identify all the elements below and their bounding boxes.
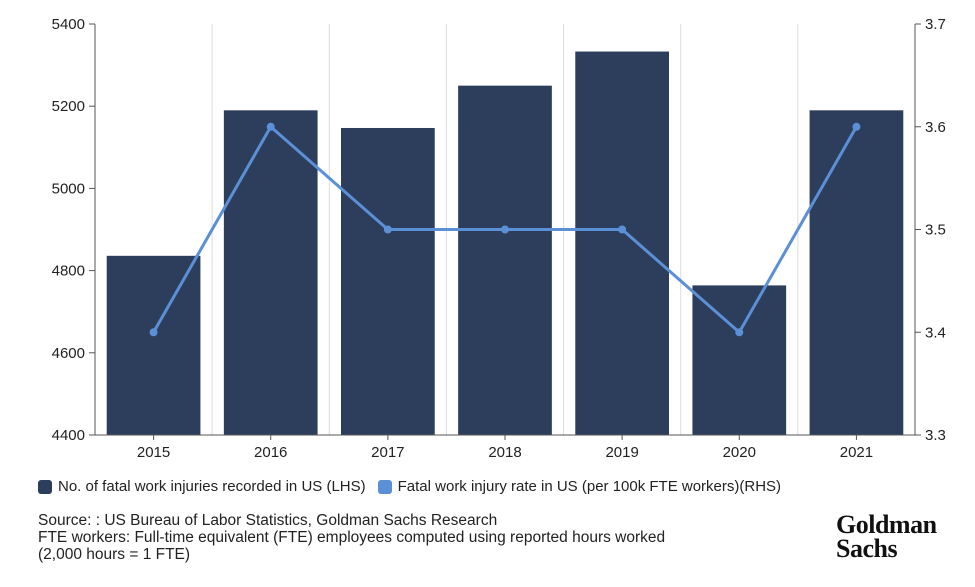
y-right-tick-labels: 3.3 3.4 3.5 3.6 3.7 (925, 16, 946, 444)
y-right-tick-label: 3.7 (925, 16, 946, 33)
rate-point-2016 (266, 122, 275, 131)
x-tick-label-2015: 2015 (137, 444, 170, 461)
x-tick-label-2019: 2019 (605, 444, 638, 461)
rate-point-2019 (618, 225, 627, 234)
y-left-tick-label: 5200 (52, 98, 85, 115)
goldman-sachs-logo: Goldman Sachs (836, 510, 948, 563)
x-tick-label-2021: 2021 (840, 444, 873, 461)
bar-2021 (809, 110, 904, 435)
x-tick-label-2018: 2018 (488, 444, 521, 461)
bar-2015 (106, 255, 201, 435)
y-left-tick-label: 5000 (52, 180, 85, 197)
legend-swatch-bars (38, 479, 52, 494)
rate-point-2017 (383, 225, 392, 234)
legend-item-bars: No. of fatal work injuries recorded in U… (38, 478, 366, 495)
rate-point-2021 (852, 122, 861, 131)
bar-2018 (458, 85, 552, 436)
chart: 4400 4600 4800 5000 5200 5400 3.3 3.4 3.5 3.6 3.7… (52, 16, 946, 461)
x-tick-label-2020: 2020 (723, 444, 756, 461)
bar-2016 (223, 110, 318, 435)
footnotes: Source: : US Bureau of Labor Statistics,… (38, 512, 665, 563)
legend-item-line: Fatal work injury rate in US (per 100k F… (377, 478, 782, 495)
y-right-tick-label: 3.4 (925, 324, 946, 341)
bar-2019 (575, 51, 669, 436)
y-left-tick-label: 4600 (52, 345, 85, 362)
bar-2020 (692, 285, 787, 435)
rate-point-2018 (501, 225, 509, 234)
logo-line2: Sachs (836, 534, 898, 563)
rate-point-2020 (735, 328, 744, 337)
legend: No. of fatal work injuries recorded in U… (38, 478, 781, 495)
x-tick-labels: 2015 2016 2017 2018 2019 2020 2021 (137, 444, 873, 461)
x-tick-label-2016: 2016 (254, 444, 287, 461)
fte-note-line2: (2,000 hours = 1 FTE) (38, 546, 191, 563)
y-right-tick-label: 3.5 (925, 222, 946, 239)
line-series (149, 122, 861, 337)
y-left-tick-label: 4800 (52, 263, 85, 280)
source-note: Source: : US Bureau of Labor Statistics,… (38, 512, 498, 529)
legend-label-bars: No. of fatal work injuries recorded in U… (58, 478, 366, 495)
y-left-tick-label: 4400 (52, 427, 85, 444)
rate-point-2015 (149, 328, 158, 337)
legend-swatch-line (377, 479, 392, 494)
fte-note-line1: FTE workers: Full-time equivalent (FTE) … (38, 529, 666, 546)
bar-series (106, 51, 904, 436)
x-tick-label-2017: 2017 (371, 444, 404, 461)
y-right-tick-label: 3.6 (925, 119, 946, 136)
bar-2017 (341, 127, 435, 435)
y-left-tick-label: 5400 (52, 16, 85, 33)
y-right-tick-label: 3.3 (925, 427, 946, 444)
axes (89, 23, 921, 440)
y-left-tick-labels: 4400 4600 4800 5000 5200 5400 (52, 16, 85, 444)
logo-line1: Goldman (836, 510, 937, 539)
legend-label-line: Fatal work injury rate in US (per 100k F… (397, 478, 782, 495)
